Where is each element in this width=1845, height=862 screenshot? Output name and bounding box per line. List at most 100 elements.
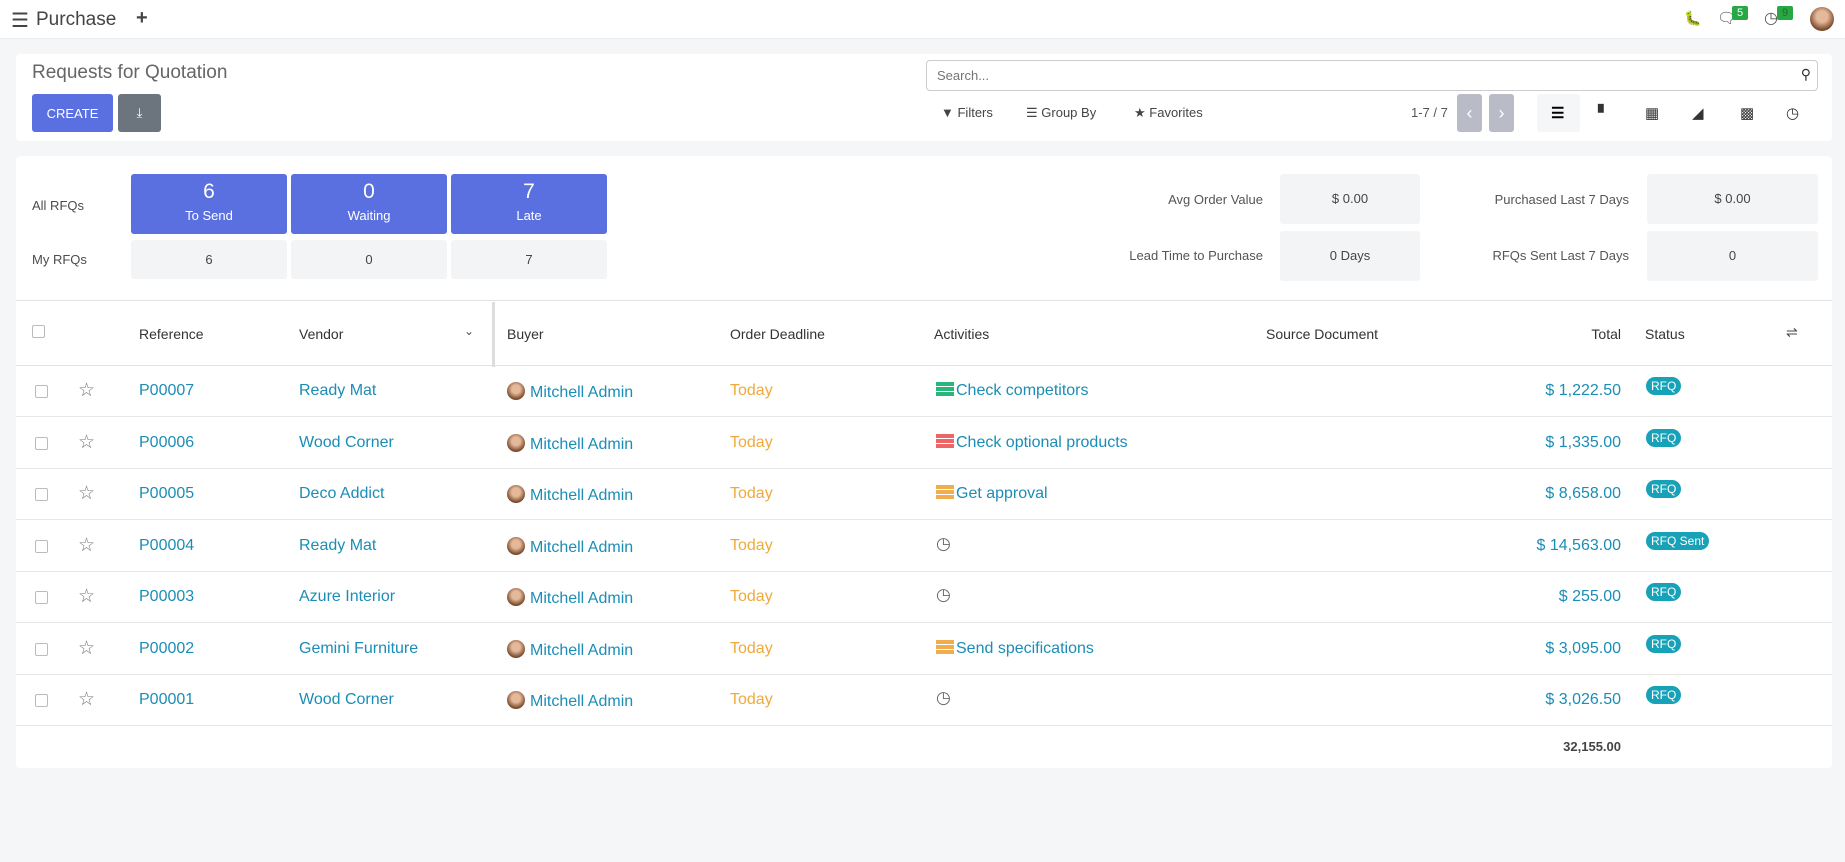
vendor[interactable]: Ready Mat — [299, 382, 377, 399]
bug-icon[interactable]: 🐛 — [1684, 10, 1702, 26]
col-vendor[interactable]: Vendor — [299, 326, 344, 342]
star-icon[interactable]: ☆ — [78, 689, 96, 710]
clock-icon[interactable]: ◷ — [936, 688, 951, 707]
activity[interactable]: Check optional products — [936, 433, 1128, 452]
total: $ 8,658.00 — [1545, 485, 1621, 502]
table-row[interactable]: ☆ P00002 Gemini Furniture Mitchell Admin… — [16, 624, 1832, 675]
activity[interactable]: Send specifications — [936, 639, 1094, 658]
star-icon[interactable]: ☆ — [78, 431, 96, 453]
tile-to-send[interactable]: 6 To Send — [131, 174, 287, 234]
activity-clock-icon[interactable]: ◷ — [1764, 10, 1778, 27]
user-avatar[interactable] — [1810, 7, 1834, 31]
col-order-deadline[interactable]: Order Deadline — [730, 326, 825, 342]
row-checkbox[interactable] — [35, 539, 48, 553]
select-all-checkbox[interactable] — [32, 325, 45, 338]
pager-next-button[interactable]: › — [1489, 94, 1514, 132]
buyer[interactable]: Mitchell Admin — [507, 536, 633, 557]
activity-summary[interactable]: Send specifications — [956, 639, 1094, 657]
app-title[interactable]: Purchase — [36, 9, 117, 30]
star-icon[interactable]: ☆ — [78, 483, 96, 504]
favorites-button[interactable]: ★ Favorites — [1134, 105, 1203, 121]
column-resize-handle[interactable] — [492, 302, 495, 367]
create-button[interactable]: CREATE — [32, 94, 113, 132]
tile-late[interactable]: 7 Late — [451, 174, 607, 234]
vendor[interactable]: Azure Interior — [299, 588, 396, 605]
buyer[interactable]: Mitchell Admin — [507, 382, 633, 402]
reference[interactable]: P00006 — [139, 433, 195, 451]
star-icon[interactable]: ☆ — [78, 534, 96, 556]
reference[interactable]: P00004 — [139, 536, 195, 554]
pivot-view-icon[interactable]: ▦ — [1645, 105, 1660, 122]
activity[interactable]: Get approval — [936, 485, 1048, 503]
vendor[interactable]: Deco Addict — [299, 485, 385, 502]
row-checkbox[interactable] — [35, 385, 48, 398]
search-input[interactable] — [937, 61, 1777, 89]
activity-summary[interactable]: Check optional products — [956, 433, 1128, 451]
col-source-document[interactable]: Source Document — [1266, 326, 1379, 342]
plus-icon[interactable]: + — [136, 7, 148, 29]
clock-icon[interactable]: ◷ — [936, 585, 951, 604]
filters-button[interactable]: ▼ Filters — [941, 105, 993, 120]
my-to-send[interactable]: 6 — [131, 240, 287, 279]
star-icon[interactable]: ☆ — [78, 637, 96, 659]
reference[interactable]: P00001 — [139, 691, 195, 708]
group-by-button[interactable]: ☰ Group By — [1026, 105, 1096, 121]
graph-view-icon[interactable]: ◢ — [1692, 105, 1704, 122]
table-row[interactable]: ☆ P00007 Ready Mat Mitchell Admin Today … — [16, 366, 1832, 417]
table-row[interactable]: ☆ P00006 Wood Corner Mitchell Admin Toda… — [16, 418, 1832, 469]
star-icon[interactable]: ☆ — [78, 586, 96, 607]
download-button[interactable]: ⤓ — [118, 94, 161, 132]
pager-previous-button[interactable]: ‹ — [1457, 94, 1482, 132]
vendor[interactable]: Gemini Furniture — [299, 639, 419, 657]
row-checkbox[interactable] — [35, 694, 48, 707]
reference[interactable]: P00005 — [139, 485, 195, 502]
reference[interactable]: P00007 — [139, 382, 195, 399]
favorites-label: Favorites — [1149, 105, 1203, 120]
clock-icon[interactable]: ◷ — [936, 533, 951, 553]
table-row[interactable]: ☆ P00003 Azure Interior Mitchell Admin T… — [16, 572, 1832, 623]
buyer[interactable]: Mitchell Admin — [507, 588, 633, 608]
col-reference[interactable]: Reference — [139, 326, 204, 342]
buyer[interactable]: Mitchell Admin — [507, 485, 633, 505]
row-checkbox[interactable] — [35, 436, 48, 450]
buyer-avatar — [507, 639, 525, 658]
col-activities[interactable]: Activities — [934, 326, 990, 342]
chevron-down-icon[interactable]: ⌄ — [464, 324, 475, 338]
buyer[interactable]: Mitchell Admin — [507, 433, 633, 454]
row-checkbox[interactable] — [35, 591, 48, 604]
messages-icon[interactable]: 🗨 — [1717, 10, 1737, 27]
table-row[interactable]: ☆ P00005 Deco Addict Mitchell Admin Toda… — [16, 469, 1832, 520]
my-waiting[interactable]: 0 — [291, 240, 447, 279]
col-buyer[interactable]: Buyer — [507, 326, 544, 342]
star-icon[interactable]: ☆ — [78, 380, 96, 401]
tile-waiting[interactable]: 0 Waiting — [291, 174, 447, 234]
search-icon[interactable]: ⚲ — [1800, 66, 1811, 82]
reference[interactable]: P00003 — [139, 588, 195, 605]
activities-count-badge: 9 — [1777, 6, 1794, 20]
optional-columns-icon[interactable]: ⇌ — [1786, 324, 1798, 340]
col-status[interactable]: Status — [1645, 326, 1685, 342]
row-checkbox[interactable] — [35, 642, 48, 656]
pager-value[interactable]: 1-7 / 7 — [1411, 105, 1448, 120]
my-late[interactable]: 7 — [451, 240, 607, 279]
total: $ 3,026.50 — [1545, 691, 1621, 708]
table-row[interactable]: ☆ P00001 Wood Corner Mitchell Admin Toda… — [16, 675, 1832, 726]
col-total[interactable]: Total — [1591, 326, 1621, 342]
reference[interactable]: P00002 — [139, 639, 195, 657]
activity-summary[interactable]: Get approval — [956, 485, 1048, 502]
kanban-view-icon[interactable]: ▘ — [1598, 105, 1610, 122]
vendor[interactable]: Ready Mat — [299, 536, 377, 554]
vendor[interactable]: Wood Corner — [299, 433, 394, 451]
activity-view-icon[interactable]: ◷ — [1786, 105, 1800, 122]
row-checkbox[interactable] — [35, 488, 48, 501]
activity-summary[interactable]: Check competitors — [956, 382, 1089, 399]
table-row[interactable]: ☆ P00004 Ready Mat Mitchell Admin Today … — [16, 521, 1832, 572]
hamburger-icon[interactable]: ☰ — [11, 10, 29, 32]
list-view-icon[interactable]: ☰ — [1551, 105, 1565, 122]
buyer[interactable]: Mitchell Admin — [507, 639, 633, 660]
vendor[interactable]: Wood Corner — [299, 691, 394, 708]
buyer[interactable]: Mitchell Admin — [507, 691, 633, 711]
group-by-label: Group By — [1041, 105, 1097, 120]
activity[interactable]: Check competitors — [936, 382, 1089, 400]
calendar-view-icon[interactable]: ▩ — [1740, 105, 1755, 122]
